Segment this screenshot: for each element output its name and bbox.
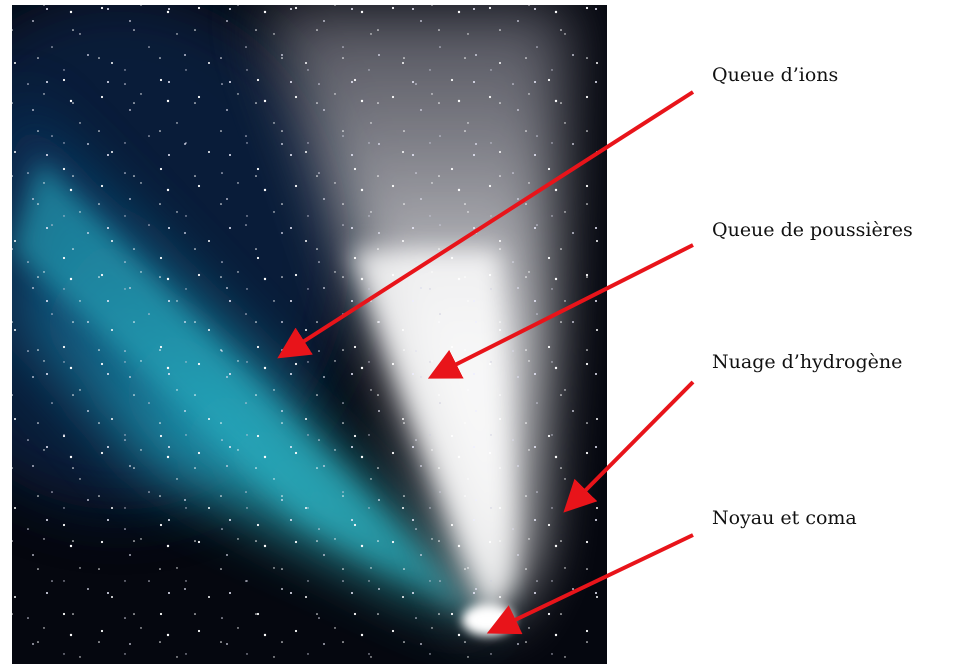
label: Queue d’ions bbox=[712, 64, 838, 86]
nucleus bbox=[462, 604, 514, 636]
label: Nuage d’hydrogène bbox=[712, 351, 902, 373]
label: Queue de poussières bbox=[712, 219, 913, 241]
arrow bbox=[563, 380, 695, 513]
arrow bbox=[486, 533, 694, 635]
label: Noyau et coma bbox=[712, 507, 857, 529]
arrow bbox=[427, 243, 694, 379]
arrow bbox=[277, 90, 695, 359]
arrows bbox=[277, 90, 695, 635]
